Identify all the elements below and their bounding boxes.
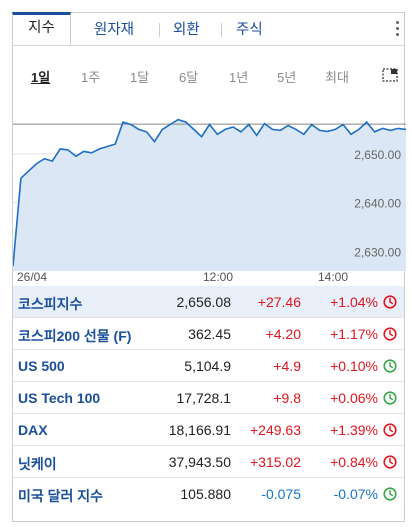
index-row[interactable]: 미국 달러 지수 105.880 -0.075 -0.07% <box>13 478 404 509</box>
index-change-percent: +0.10% <box>330 358 378 374</box>
index-name[interactable]: 닛케이 <box>18 456 57 472</box>
market-status-clock-icon <box>383 359 397 373</box>
index-row[interactable]: 닛케이 37,943.50 +315.02 +0.84% <box>13 446 404 478</box>
index-price: 362.45 <box>188 326 231 342</box>
index-change: +249.63 <box>250 422 301 438</box>
market-status-clock-icon <box>383 327 397 341</box>
x-tick-label: 14:00 <box>318 270 348 283</box>
tab-indices[interactable]: 지수 <box>12 12 71 45</box>
index-change: +315.02 <box>250 454 301 470</box>
y-tick-label: 2,640.00 <box>354 197 401 211</box>
index-price: 105.880 <box>180 486 231 502</box>
range-max[interactable]: 최대 <box>325 70 349 85</box>
x-tick-label: 26/04 <box>17 270 47 283</box>
more-options-icon[interactable] <box>394 21 400 39</box>
range-1y[interactable]: 1년 <box>229 70 249 85</box>
index-price: 18,166.91 <box>168 422 231 438</box>
range-1m[interactable]: 1달 <box>130 70 150 85</box>
index-change-percent: +1.04% <box>330 294 378 310</box>
x-tick-label: 12:00 <box>203 270 233 283</box>
price-chart: 2,650.00 2,640.00 2,630.00 26/04 12:00 14:00 <box>13 118 406 283</box>
market-status-clock-icon <box>383 391 397 405</box>
chart-price-line <box>13 118 406 267</box>
index-row[interactable]: 코스피지수 2,656.08 +27.46 +1.04% <box>13 286 404 318</box>
index-change: +9.8 <box>273 390 301 406</box>
index-change: +4.20 <box>265 326 301 342</box>
index-name[interactable]: US 500 <box>18 358 65 374</box>
index-row[interactable]: US Tech 100 17,728.1 +9.8 +0.06% <box>13 382 404 414</box>
range-1w[interactable]: 1주 <box>81 70 101 85</box>
tab-divider <box>221 23 222 37</box>
market-status-clock-icon <box>383 295 397 309</box>
index-change-percent: +1.39% <box>330 422 378 438</box>
range-1d[interactable]: 1일 <box>31 70 51 85</box>
index-price: 37,943.50 <box>168 454 231 470</box>
tab-bar: 지수 원자재 외환 주식 <box>12 12 404 46</box>
index-row[interactable]: US 500 5,104.9 +4.9 +0.10% <box>13 350 404 382</box>
market-widget: 지수 원자재 외환 주식 1일 1주 1달 6달 1년 5년 최대 2,650.… <box>12 12 406 522</box>
tab-forex[interactable]: 외환 <box>173 22 200 38</box>
index-price: 17,728.1 <box>176 390 232 406</box>
index-row[interactable]: 코스피200 선물 (F) 362.45 +4.20 +1.17% <box>13 318 404 350</box>
tab-commodities[interactable]: 원자재 <box>94 22 135 38</box>
range-5y[interactable]: 5년 <box>277 70 297 85</box>
expand-chart-icon[interactable] <box>382 68 398 82</box>
tab-stocks[interactable]: 주식 <box>236 22 263 38</box>
y-tick-label: 2,650.00 <box>354 148 401 162</box>
index-change: +27.46 <box>257 294 301 310</box>
index-change: -0.075 <box>261 486 301 502</box>
market-status-clock-icon <box>383 423 397 437</box>
index-change: +4.9 <box>273 358 301 374</box>
tab-divider <box>159 23 160 37</box>
market-status-clock-icon <box>383 455 397 469</box>
index-price: 2,656.08 <box>176 294 232 310</box>
index-name[interactable]: US Tech 100 <box>18 390 101 406</box>
range-6m[interactable]: 6달 <box>179 70 199 85</box>
index-change-percent: +0.06% <box>330 390 378 406</box>
market-status-clock-icon <box>383 487 397 501</box>
index-change-percent: -0.07% <box>333 486 378 502</box>
index-name[interactable]: 코스피200 선물 (F) <box>18 328 132 344</box>
chart-area-fill <box>13 119 406 271</box>
index-change-percent: +1.17% <box>330 326 378 342</box>
index-name[interactable]: 코스피지수 <box>18 296 83 312</box>
index-price: 5,104.9 <box>184 358 231 374</box>
y-tick-label: 2,630.00 <box>354 245 401 259</box>
time-range-selector: 1일 1주 1달 6달 1년 5년 최대 <box>13 67 404 85</box>
index-name[interactable]: 미국 달러 지수 <box>18 488 104 504</box>
index-name[interactable]: DAX <box>18 422 48 438</box>
index-list: 코스피지수 2,656.08 +27.46 +1.04% 코스피200 선물 (F) 36… <box>13 286 404 509</box>
index-change-percent: +0.84% <box>330 454 378 470</box>
index-row[interactable]: DAX 18,166.91 +249.63 +1.39% <box>13 414 404 446</box>
